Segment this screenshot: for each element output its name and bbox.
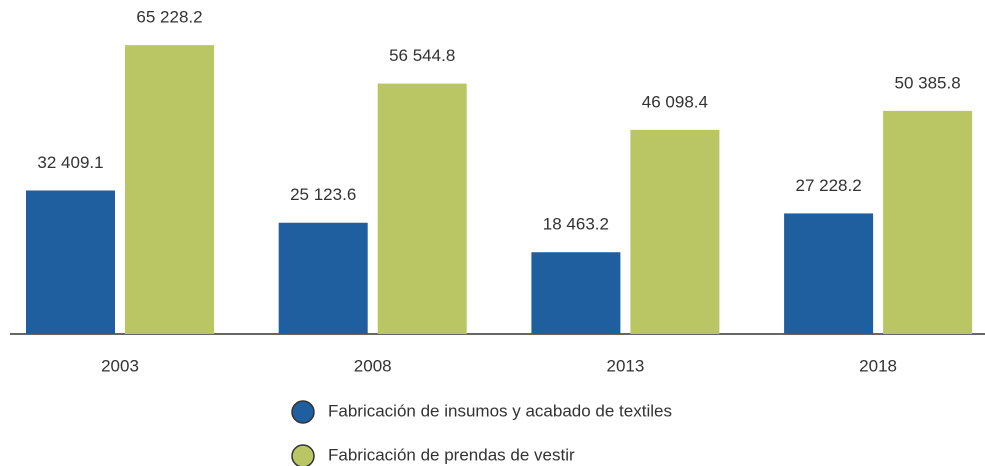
legend-label: Fabricación de prendas de vestir <box>328 445 575 464</box>
data-label: 27 228.2 <box>796 176 862 195</box>
bar <box>784 213 874 334</box>
bar <box>531 252 621 334</box>
x-tick-label: 2013 <box>606 356 644 375</box>
data-label: 50 385.8 <box>895 73 961 92</box>
bar <box>26 190 115 334</box>
legend-swatch <box>291 400 315 424</box>
legend-swatch <box>291 444 315 466</box>
data-label: 65 228.2 <box>136 8 202 27</box>
data-label: 32 409.1 <box>37 153 103 172</box>
legend-label: Fabricación de insumos y acabado de text… <box>328 401 672 420</box>
data-label: 18 463.2 <box>543 215 609 234</box>
bar <box>125 45 214 334</box>
bar <box>883 110 973 334</box>
bar <box>278 222 368 334</box>
x-tick-label: 2003 <box>101 356 139 375</box>
x-tick-label: 2008 <box>354 356 392 375</box>
bar <box>630 129 720 334</box>
data-label: 56 544.8 <box>389 46 455 65</box>
data-label: 46 098.4 <box>642 92 708 111</box>
x-tick-label: 2018 <box>859 356 897 375</box>
data-label: 25 123.6 <box>290 185 356 204</box>
bar <box>377 83 467 334</box>
